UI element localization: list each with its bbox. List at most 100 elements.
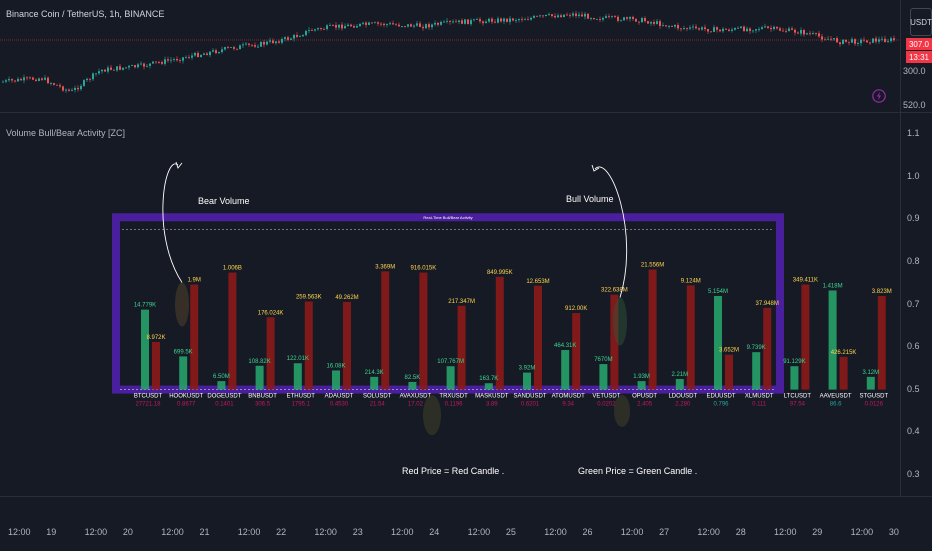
bear-bar <box>686 285 695 390</box>
candle <box>38 78 40 81</box>
price-label: 21.54 <box>370 402 386 408</box>
symbol-label: HOOKUSDT <box>169 394 203 400</box>
candle <box>671 25 673 27</box>
bull-arrow <box>594 166 628 298</box>
bear-arrow-head <box>175 161 183 169</box>
candle <box>347 24 349 27</box>
candle <box>848 41 850 43</box>
candle <box>533 15 535 18</box>
candle <box>332 24 334 26</box>
bull-bar <box>408 381 417 390</box>
bull-value-label: 7670M <box>594 357 612 363</box>
bear-bar <box>763 307 772 390</box>
candle <box>146 65 148 67</box>
bear-bar <box>381 271 390 390</box>
candle <box>551 14 553 16</box>
candle <box>59 85 61 87</box>
symbol-label: AVAXUSDT <box>400 394 432 400</box>
candle <box>23 77 25 81</box>
price-axis[interactable] <box>900 0 932 496</box>
candle <box>314 29 316 31</box>
price-label: 0.796 <box>713 402 729 408</box>
candle <box>182 57 184 61</box>
candle <box>545 14 547 16</box>
flash-icon[interactable] <box>872 88 886 104</box>
bear-value-label: 322.638M <box>601 288 628 294</box>
candle <box>353 26 355 28</box>
candle <box>329 24 331 26</box>
candle <box>5 80 7 82</box>
candle <box>377 22 379 24</box>
time-tick-label: 12:00 <box>467 527 491 537</box>
time-tick-label: 24 <box>429 527 440 537</box>
green-price-highlight <box>614 394 630 427</box>
candle <box>686 28 688 29</box>
candle <box>461 20 463 24</box>
candle <box>77 87 79 90</box>
candle <box>416 23 418 26</box>
candle <box>791 28 793 30</box>
candle <box>761 27 763 29</box>
candle <box>803 30 805 35</box>
bear-bar <box>457 305 466 390</box>
candle <box>89 78 91 80</box>
symbol-label: ETHUSDT <box>287 394 316 400</box>
candle <box>866 40 868 43</box>
candle <box>269 40 271 42</box>
bull-value-label: 1.418M <box>823 283 843 289</box>
candle <box>581 14 583 17</box>
last-price-badge: 307.0 <box>906 38 932 50</box>
bull-bar <box>828 290 837 390</box>
candle <box>575 13 577 16</box>
candle <box>419 23 421 27</box>
time-tick-label: 12:00 <box>237 527 261 537</box>
bear-value-label: 849.995K <box>487 270 513 276</box>
candle <box>20 78 22 81</box>
bull-bar <box>752 352 761 390</box>
candle <box>323 29 325 30</box>
symbol-label: EDUUSDT <box>706 394 735 400</box>
candle <box>638 21 640 23</box>
candle <box>29 77 31 79</box>
candle <box>194 52 196 56</box>
price-chart-pane[interactable] <box>0 0 900 112</box>
bull-value-label: 122.01K <box>287 356 309 362</box>
candle <box>71 89 73 91</box>
candle <box>842 39 844 45</box>
candle <box>806 33 808 35</box>
bull-bar <box>675 378 684 390</box>
price-label: 3.89 <box>486 402 498 408</box>
candle <box>149 63 151 66</box>
indicator-pane[interactable]: Real-Time Bull/Bear Activity 14.779K 8.972… <box>0 113 900 496</box>
candle <box>728 29 730 31</box>
candle <box>320 28 322 30</box>
candle <box>104 69 106 72</box>
bear-value-label: 37.948M <box>756 301 779 307</box>
price-label: 0.1196 <box>445 402 464 408</box>
candle <box>335 25 337 28</box>
time-axis[interactable] <box>0 496 932 551</box>
candle <box>497 18 499 23</box>
candle <box>326 25 328 30</box>
candle <box>860 39 862 44</box>
candle <box>143 63 145 67</box>
candle <box>287 37 289 40</box>
candle <box>449 20 451 22</box>
time-tick-label: 12:00 <box>84 527 108 537</box>
panel-title: Real-Time Bull/Bear Activity <box>423 215 472 220</box>
candle <box>131 65 133 66</box>
candle <box>80 85 82 90</box>
candle <box>776 26 778 29</box>
candle <box>233 47 235 49</box>
pane-divider[interactable] <box>0 112 932 113</box>
bull-value-label: 5.154M <box>708 289 728 295</box>
candle <box>467 19 469 25</box>
candle <box>221 49 223 53</box>
indicator-title[interactable]: Volume Bull/Bear Activity [ZC] <box>6 128 126 138</box>
candle <box>203 53 205 55</box>
bear-bar <box>266 317 275 390</box>
bull-bar <box>599 364 608 390</box>
currency-button[interactable]: USDT <box>910 8 932 36</box>
candle <box>845 39 847 42</box>
bear-bar <box>572 313 581 390</box>
